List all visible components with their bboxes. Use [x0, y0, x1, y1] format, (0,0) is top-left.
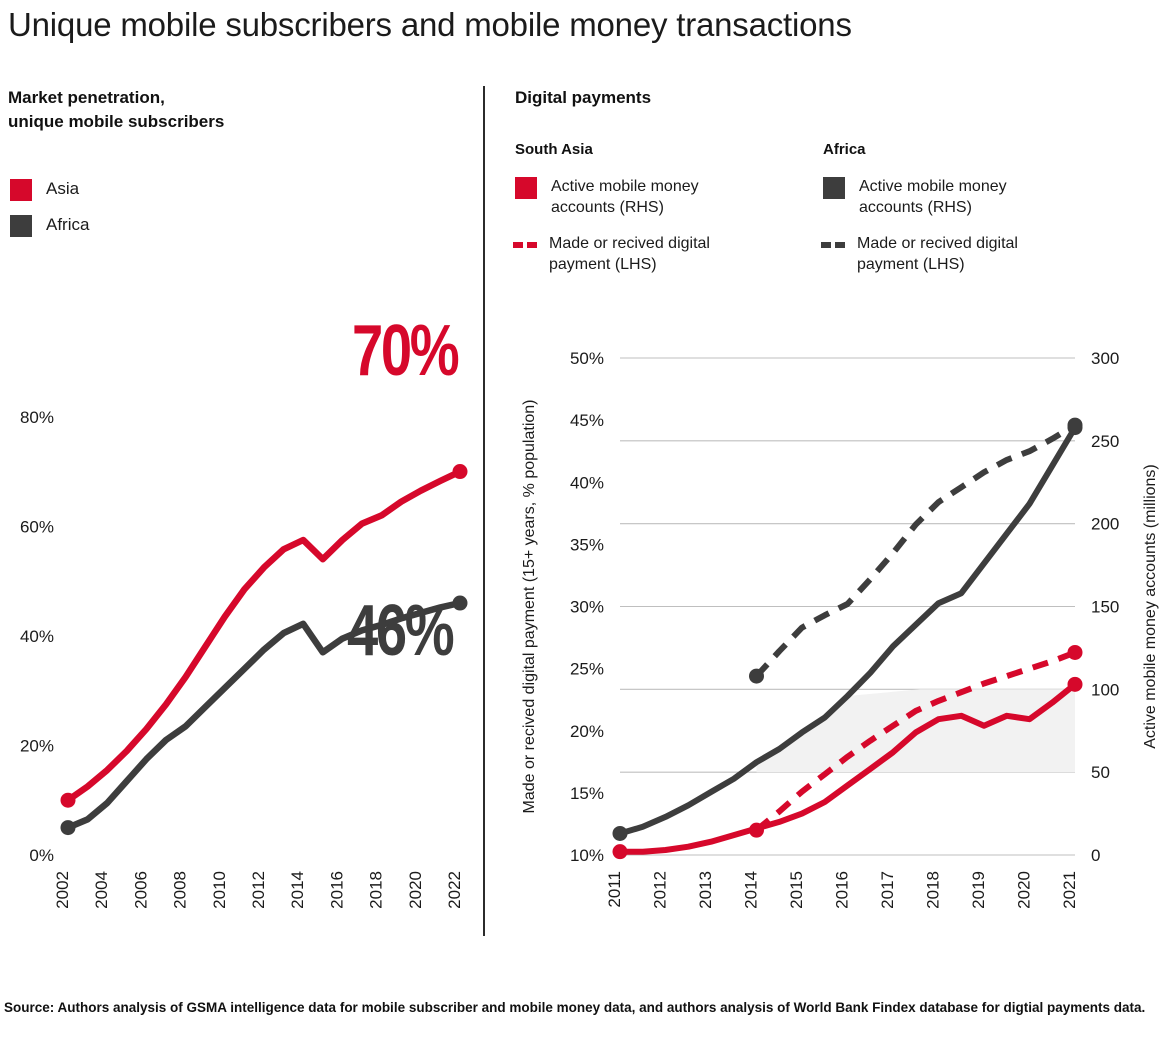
legend-item-south-asia-accounts[interactable]: Active mobile money accounts (RHS)	[515, 176, 765, 218]
legend-dash-africa-digital-payment-icon	[821, 234, 847, 256]
left-chart-xtick: 2012	[249, 871, 268, 909]
left-chart-y-axis: 0% 20% 40% 60% 80%	[20, 408, 54, 865]
right-chart-xtick: 2017	[878, 871, 897, 909]
left-chart-xtick: 2020	[406, 871, 425, 909]
left-chart-endpoint-marker	[452, 595, 468, 611]
legend-item-africa-digital-payment[interactable]: Made or recived digital payment (LHS)	[821, 233, 1076, 275]
right-chart-left-ytick: 25%	[570, 660, 604, 679]
left-chart-endpoint-marker	[452, 464, 468, 480]
left-chart-xtick: 2008	[171, 871, 190, 909]
left-chart-series-group	[60, 464, 468, 836]
digital-payments-chart: 10% 15% 20% 25% 30% 35% 40% 45% 50% 0 50 100 150 200…	[521, 349, 1159, 909]
legend-label-asia: Asia	[46, 179, 80, 198]
right-chart-x-axis: 2011 2012 2013 2014 2015 2016 2017 2018 2019 2020…	[605, 871, 1079, 909]
left-chart-ytick: 20%	[20, 736, 54, 755]
legend-label-africa-accounts: Active mobile money accounts (RHS)	[859, 178, 1007, 217]
legend-label-south-asia-digital-payment: Made or recived digital payment (LHS)	[549, 235, 710, 274]
right-chart-endpoint-marker	[1067, 676, 1083, 692]
right-chart-series-group	[612, 417, 1083, 860]
right-chart-line	[617, 681, 1078, 855]
left-chart-ytick: 40%	[20, 627, 54, 646]
annotation-asia-value: 70%	[352, 311, 460, 391]
right-chart-right-ytick: 150	[1091, 598, 1119, 617]
right-chart-left-ytick: 35%	[570, 535, 604, 554]
left-chart-line-asia	[64, 468, 464, 804]
market-penetration-chart: 0%20%40%60%80% 2002 2004 2006 2008 2010 2012 2…	[20, 408, 468, 909]
right-chart-left-axis: 10% 15% 20% 25% 30% 35% 40% 45% 50%	[570, 349, 604, 865]
left-chart-xtick: 2022	[445, 871, 464, 909]
right-chart-xtick: 2013	[696, 871, 715, 909]
right-chart-right-ytick: 250	[1091, 432, 1119, 451]
left-panel-heading: Market penetration, unique mobile subscr…	[8, 88, 225, 132]
right-chart-endpoint-marker	[749, 668, 764, 684]
right-chart-right-ytick: 100	[1091, 680, 1119, 699]
right-chart-right-ytick: 0	[1091, 846, 1100, 865]
right-chart-xtick: 2018	[924, 871, 943, 909]
legend-label-africa: Africa	[46, 215, 90, 234]
right-chart-xtick: 2021	[1060, 871, 1079, 909]
right-chart-endpoint-marker	[1067, 417, 1083, 433]
right-chart-left-ytick: 40%	[570, 473, 604, 492]
left-chart-line-africa	[64, 599, 464, 831]
left-chart-xtick: 2010	[210, 871, 229, 909]
right-chart-right-ytick: 300	[1091, 349, 1119, 368]
right-chart-endpoint-marker	[612, 825, 628, 841]
right-chart-left-ytick: 30%	[570, 598, 604, 617]
right-chart-left-ytick: 45%	[570, 411, 604, 430]
right-chart-line	[617, 424, 1078, 837]
right-chart-xtick: 2011	[605, 871, 624, 908]
right-chart-left-ytick: 20%	[570, 722, 604, 741]
legend-item-asia[interactable]: Asia	[10, 178, 79, 201]
legend-item-africa-accounts[interactable]: Active mobile money accounts (RHS)	[823, 176, 1078, 218]
legend-label-africa-digital-payment: Made or recived digital payment (LHS)	[857, 235, 1018, 274]
right-chart-endpoint-marker	[612, 844, 628, 860]
group-heading-south-asia: South Asia	[515, 141, 593, 158]
right-chart-right-axis: 0 50 100 150 200 250 300	[1091, 349, 1119, 865]
group-heading-africa: Africa	[823, 141, 866, 158]
right-chart-left-ytick: 10%	[570, 846, 604, 865]
left-chart-ytick: 60%	[20, 517, 54, 536]
left-chart-ytick: 80%	[20, 408, 54, 427]
page-title: Unique mobile subscribers and mobile mon…	[8, 6, 852, 43]
left-chart-xtick: 2004	[92, 871, 111, 909]
legend-swatch-south-asia-accounts-icon	[515, 177, 537, 199]
legend-label-south-asia-accounts: Active mobile money accounts (RHS)	[551, 178, 699, 217]
legend-swatch-africa-icon	[10, 215, 32, 237]
right-chart-xtick: 2016	[833, 871, 852, 909]
right-chart-line	[754, 422, 1077, 679]
legend-dash-south-asia-digital-payment-icon	[513, 234, 539, 256]
annotation-africa-value: 46%	[347, 591, 455, 671]
left-chart-xtick: 2002	[53, 871, 72, 909]
right-chart-left-ytick: 50%	[570, 349, 604, 368]
legend-swatch-africa-accounts-icon	[823, 177, 845, 199]
left-chart-xtick: 2016	[327, 871, 346, 909]
left-chart-ytick: 0%	[29, 846, 54, 865]
right-chart-endpoint-marker	[1067, 644, 1083, 660]
right-chart-right-axis-title: Active mobile money accounts (millions)	[1142, 464, 1159, 749]
right-chart-right-ytick: 50	[1091, 763, 1110, 782]
right-chart-line	[754, 649, 1077, 833]
legend-item-south-asia-digital-payment[interactable]: Made or recived digital payment (LHS)	[513, 233, 763, 275]
right-chart-endpoint-marker	[749, 822, 764, 838]
right-chart-left-ytick: 15%	[570, 784, 604, 803]
right-chart-xtick: 2014	[742, 871, 761, 909]
left-chart-xtick: 2018	[367, 871, 386, 909]
right-chart-xtick: 2020	[1015, 871, 1034, 909]
right-chart-xtick: 2015	[787, 871, 806, 909]
panel-divider	[483, 86, 485, 936]
left-chart-x-axis: 2002 2004 2006 2008 2010 2012 2014 2016 2018 2020…	[53, 871, 464, 909]
right-panel-heading: Digital payments	[515, 88, 652, 107]
source-note: Source: Authors analysis of GSMA intelli…	[4, 1000, 1146, 1015]
left-chart-xtick: 2006	[131, 871, 150, 909]
legend-swatch-asia-icon	[10, 179, 32, 201]
legend-item-africa[interactable]: Africa	[10, 214, 89, 237]
right-chart-right-ytick: 200	[1091, 515, 1119, 534]
left-chart-endpoint-marker	[60, 820, 76, 836]
right-chart-xtick: 2019	[969, 871, 988, 909]
left-chart-xtick: 2014	[288, 871, 307, 909]
left-chart-endpoint-marker	[60, 792, 76, 808]
right-chart-left-axis-title: Made or recived digital payment (15+ yea…	[521, 400, 538, 814]
right-chart-xtick: 2012	[651, 871, 670, 909]
